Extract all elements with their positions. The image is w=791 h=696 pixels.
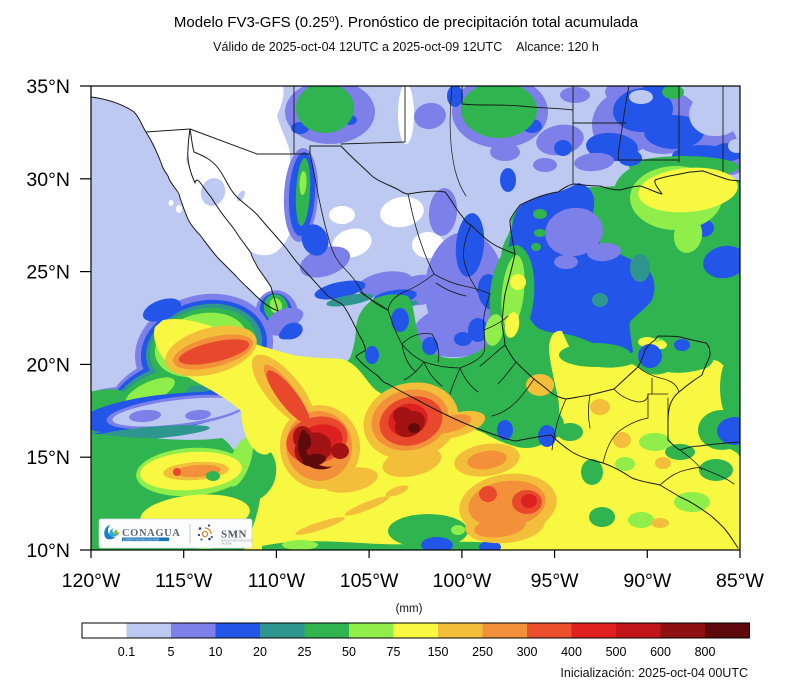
svg-text:5: 5 (168, 645, 175, 659)
svg-text:20: 20 (253, 645, 267, 659)
svg-text:150: 150 (428, 645, 449, 659)
svg-text:Modelo FV3-GFS (0.25o). Pronós: Modelo FV3-GFS (0.25o). Pronóstico de pr… (174, 14, 639, 31)
svg-text:600: 600 (650, 645, 671, 659)
svg-text:75: 75 (387, 645, 401, 659)
svg-text:25: 25 (298, 645, 312, 659)
svg-text:300: 300 (517, 645, 538, 659)
svg-text:10°N: 10°N (26, 540, 70, 562)
svg-text:100°W: 100°W (433, 570, 492, 592)
svg-text:20°N: 20°N (26, 354, 70, 376)
svg-text:35°N: 35°N (26, 76, 70, 98)
svg-text:400: 400 (561, 645, 582, 659)
svg-text:25°N: 25°N (26, 262, 70, 284)
svg-text:(mm): (mm) (396, 603, 423, 615)
svg-text:30°N: 30°N (26, 169, 70, 191)
svg-text:95°W: 95°W (531, 570, 579, 592)
svg-text:COMISIÓN NACIONAL DEL AGUA: COMISIÓN NACIONAL DEL AGUA (123, 538, 159, 541)
svg-text:250: 250 (472, 645, 493, 659)
svg-text:Inicialización: 2025-oct-04 00: Inicialización: 2025-oct-04 00UTC (560, 666, 748, 680)
svg-text:105°W: 105°W (340, 570, 399, 592)
svg-text:SMN: SMN (221, 529, 247, 541)
svg-text:110°W: 110°W (248, 570, 306, 592)
svg-text:50: 50 (342, 645, 356, 659)
svg-text:800: 800 (695, 645, 716, 659)
svg-text:0.1: 0.1 (118, 645, 135, 659)
svg-text:SERVICIO METEOROLÓGICO: SERVICIO METEOROLÓGICO (221, 540, 253, 543)
svg-text:85°W: 85°W (716, 570, 764, 592)
svg-text:CONAGUA: CONAGUA (122, 528, 180, 539)
svg-text:115°W: 115°W (155, 570, 213, 592)
svg-text:NACIONAL: NACIONAL (221, 543, 233, 546)
svg-text:Válido de 2025-oct-04 12UTC a: Válido de 2025-oct-04 12UTC a 2025-oct-0… (213, 40, 599, 54)
svg-text:500: 500 (606, 645, 627, 659)
svg-text:10: 10 (209, 645, 223, 659)
svg-text:15°N: 15°N (26, 447, 70, 469)
svg-text:90°W: 90°W (623, 570, 671, 592)
svg-text:120°W: 120°W (62, 570, 121, 592)
